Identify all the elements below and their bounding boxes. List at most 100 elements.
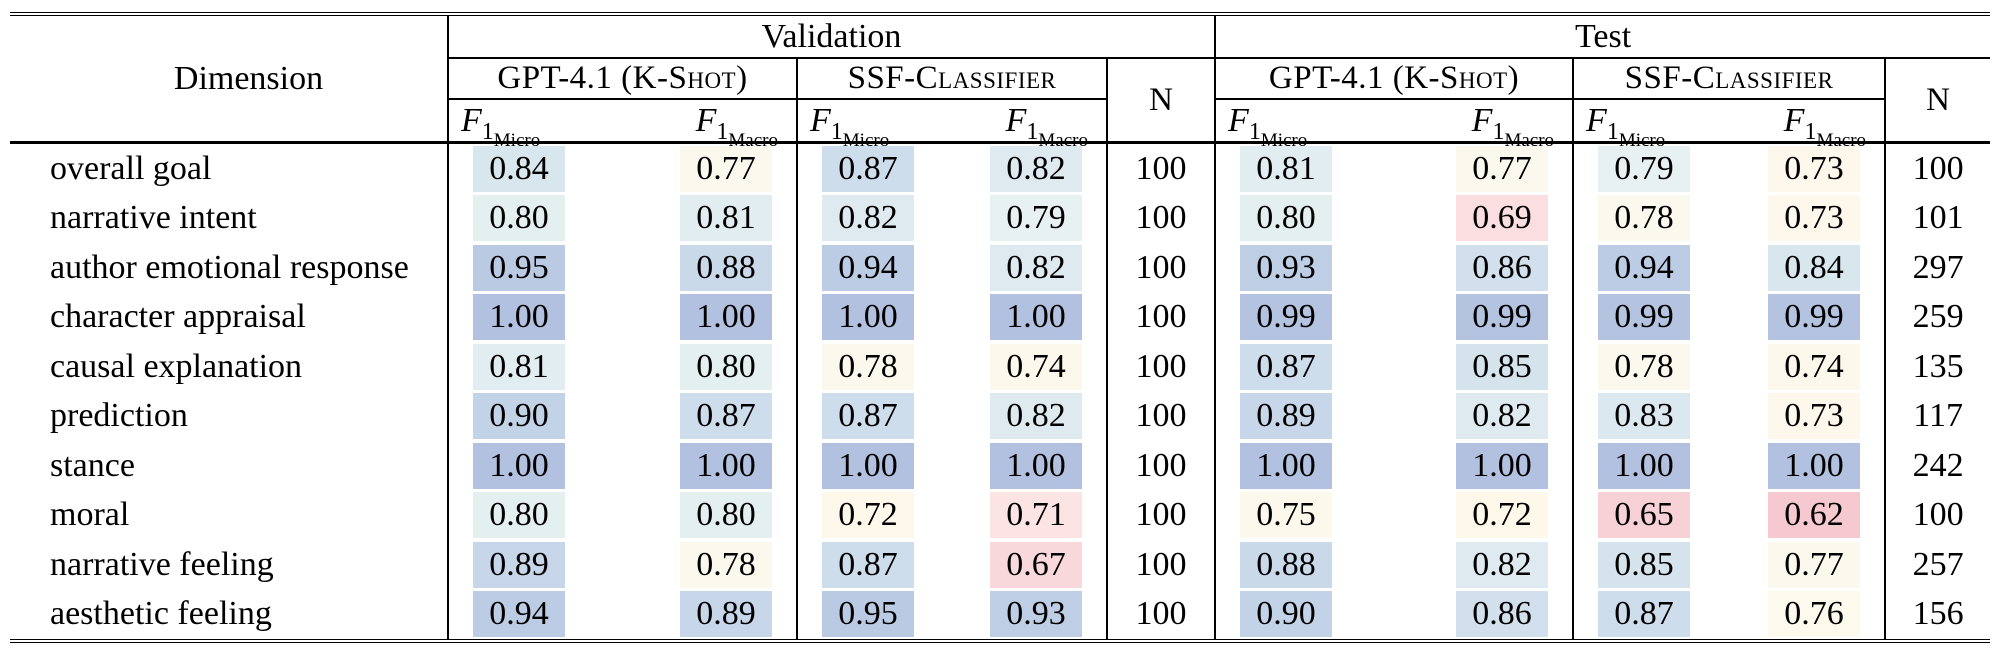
score-value: 0.99 — [1240, 294, 1333, 341]
score-value: 0.74 — [990, 343, 1082, 390]
score-value: 0.80 — [473, 195, 565, 242]
score-value: 0.82 — [990, 244, 1082, 291]
sample-count-test: 117 — [1884, 391, 1991, 441]
f1-macro-label: F1Macro — [1005, 101, 1088, 151]
score-value: 0.99 — [1768, 294, 1861, 341]
score-value: 0.85 — [1598, 541, 1691, 588]
score-cell-validation-ssf-micro: 0.87 — [796, 540, 952, 590]
sample-count-test: 259 — [1884, 292, 1991, 342]
f1-micro-label: F1Micro — [461, 101, 541, 151]
score-value: 0.90 — [473, 393, 565, 440]
score-cell-test-gpt-macro: 0.86 — [1393, 243, 1573, 293]
score-value: 0.79 — [1598, 145, 1691, 192]
f1-macro-header: F1Macro — [1393, 99, 1574, 151]
score-cell-test-ssf-macro: 1.00 — [1729, 441, 1885, 491]
sample-count-validation: 100 — [1105, 391, 1216, 441]
score-value: 1.00 — [680, 294, 772, 341]
score-value: 1.00 — [1768, 442, 1861, 489]
score-cell-validation-ssf-macro: 0.82 — [952, 243, 1107, 293]
score-value: 0.81 — [1240, 145, 1333, 192]
score-cell-test-ssf-micro: 0.99 — [1572, 292, 1730, 342]
sample-count-test: 100 — [1884, 490, 1991, 540]
score-cell-validation-gpt-micro: 0.94 — [447, 589, 623, 641]
score-cell-test-gpt-micro: 1.00 — [1214, 441, 1394, 491]
score-value: 1.00 — [822, 442, 914, 489]
score-cell-test-ssf-macro: 0.74 — [1729, 342, 1885, 392]
score-cell-test-ssf-macro: 0.77 — [1729, 540, 1885, 590]
score-cell-validation-gpt-macro: 1.00 — [623, 441, 797, 491]
score-value: 0.82 — [1456, 393, 1549, 440]
sample-count-validation: 100 — [1105, 589, 1216, 641]
score-value: 0.84 — [473, 145, 565, 192]
sample-count-validation: 100 — [1105, 193, 1216, 243]
score-value: 0.82 — [822, 195, 914, 242]
score-value: 0.89 — [473, 541, 565, 588]
score-cell-test-ssf-micro: 0.85 — [1572, 540, 1730, 590]
score-value: 0.82 — [1456, 541, 1549, 588]
table-row: moral 0.80 0.80 0.72 0.71 100 0.75 0.72 … — [10, 490, 1991, 540]
score-value: 0.88 — [680, 244, 772, 291]
score-cell-test-ssf-micro: 0.94 — [1572, 243, 1730, 293]
score-value: 0.94 — [822, 244, 914, 291]
sample-count-validation: 100 — [1105, 243, 1216, 293]
score-cell-test-ssf-micro: 0.87 — [1572, 589, 1730, 641]
score-value: 0.95 — [473, 244, 565, 291]
score-cell-validation-gpt-macro: 0.88 — [623, 243, 797, 293]
score-value: 0.87 — [680, 393, 772, 440]
score-value: 0.71 — [990, 492, 1082, 539]
score-cell-test-gpt-micro: 0.99 — [1214, 292, 1394, 342]
score-value: 0.77 — [680, 145, 772, 192]
sample-count-test: 156 — [1884, 589, 1991, 641]
f1-micro-label: F1Micro — [1228, 101, 1308, 151]
f1-micro-label: F1Micro — [1586, 101, 1666, 151]
score-cell-test-ssf-micro: 0.83 — [1572, 391, 1730, 441]
f1-micro-header: F1Micro — [1572, 99, 1730, 151]
score-value: 0.78 — [1598, 343, 1691, 390]
row-label: stance — [50, 446, 135, 484]
score-value: 0.87 — [822, 393, 914, 440]
f1-micro-label: F1Micro — [810, 101, 890, 151]
score-value: 0.72 — [1456, 492, 1549, 539]
score-value: 0.89 — [1240, 393, 1333, 440]
score-cell-validation-ssf-macro: 0.82 — [952, 143, 1107, 194]
score-value: 0.81 — [473, 343, 565, 390]
score-value: 0.88 — [1240, 541, 1333, 588]
score-value: 0.78 — [822, 343, 914, 390]
score-value: 0.72 — [822, 492, 914, 539]
score-cell-test-gpt-micro: 0.80 — [1214, 193, 1394, 243]
score-cell-validation-gpt-micro: 0.80 — [447, 193, 623, 243]
sample-count-validation: 100 — [1105, 441, 1216, 491]
sample-count-test: 257 — [1884, 540, 1991, 590]
score-value: 1.00 — [822, 294, 914, 341]
f1-micro-header: F1Micro — [447, 99, 623, 151]
score-value: 1.00 — [990, 294, 1082, 341]
score-value: 0.87 — [822, 145, 914, 192]
row-label: moral — [50, 496, 130, 534]
score-cell-test-gpt-macro: 0.69 — [1393, 194, 1573, 244]
score-value: 1.00 — [1456, 442, 1549, 489]
score-cell-validation-gpt-macro: 0.81 — [623, 194, 797, 244]
score-value: 0.86 — [1456, 244, 1549, 291]
score-cell-test-gpt-macro: 1.00 — [1393, 441, 1573, 491]
score-value: 0.67 — [990, 541, 1082, 588]
score-cell-validation-ssf-micro: 0.78 — [796, 342, 952, 392]
score-cell-test-ssf-micro: 0.78 — [1572, 193, 1730, 243]
score-value: 1.00 — [473, 294, 565, 341]
score-cell-validation-gpt-micro: 0.80 — [447, 490, 623, 540]
score-value: 0.87 — [1598, 591, 1691, 638]
score-value: 1.00 — [680, 442, 772, 489]
sample-count-test: 242 — [1884, 441, 1991, 491]
score-cell-validation-ssf-micro: 0.72 — [796, 490, 952, 540]
f1-macro-header: F1Macro — [952, 99, 1107, 151]
score-cell-test-gpt-micro: 0.87 — [1214, 342, 1394, 392]
row-label: prediction — [50, 397, 188, 435]
score-cell-test-gpt-micro: 0.75 — [1214, 490, 1394, 540]
score-cell-validation-ssf-micro: 1.00 — [796, 441, 952, 491]
score-cell-test-ssf-macro: 0.76 — [1729, 590, 1885, 642]
score-value: 0.73 — [1768, 145, 1861, 192]
score-value: 1.00 — [990, 442, 1082, 489]
score-value: 1.00 — [473, 442, 565, 489]
row-label: narrative intent — [50, 199, 257, 237]
score-value: 0.82 — [990, 393, 1082, 440]
